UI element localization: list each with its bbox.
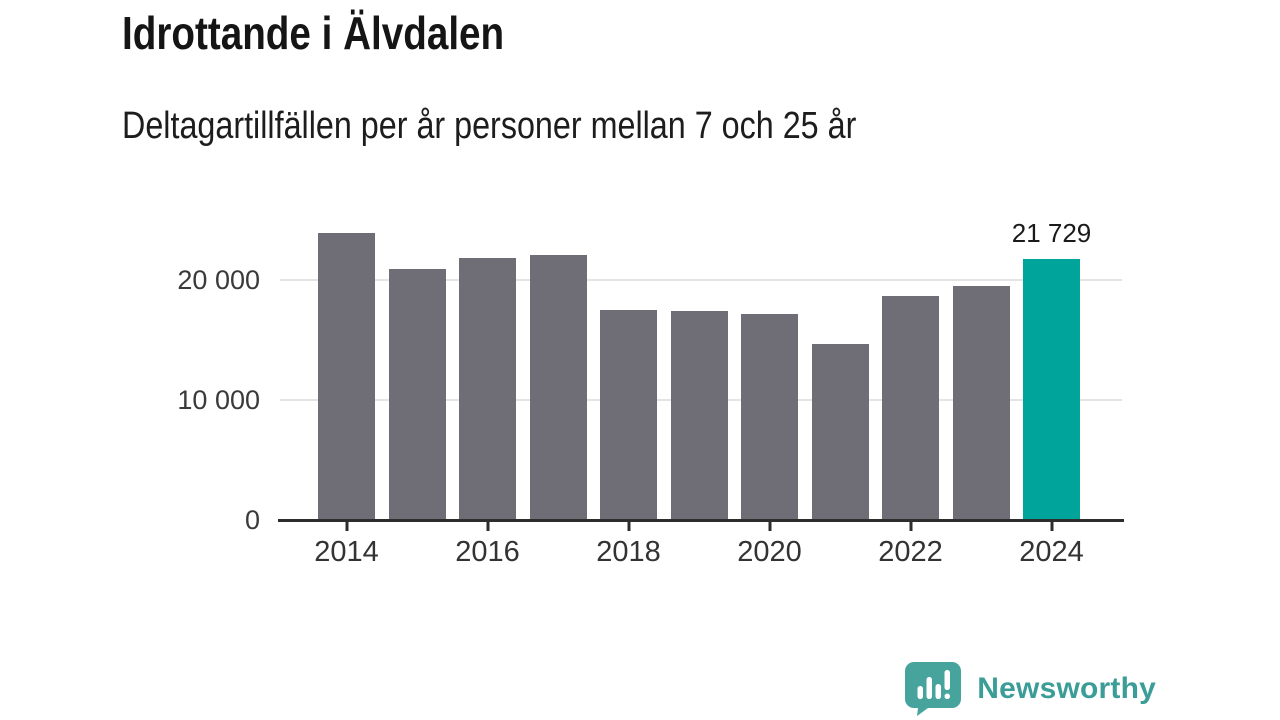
y-tick-label: 0 (244, 505, 260, 535)
bar-2019 (670, 311, 728, 520)
bar-2022 (882, 295, 939, 520)
x-axis-tick (486, 522, 489, 531)
x-tick-label: 2024 (1019, 536, 1084, 568)
bar-2016 (459, 258, 516, 520)
x-tick-label: 2022 (878, 536, 943, 568)
newsworthy-logo-icon (905, 662, 962, 716)
gridline (280, 279, 1122, 281)
x-tick-label: 2020 (737, 536, 802, 568)
x-tick-label: 2014 (314, 536, 379, 568)
bar-2014 (318, 233, 375, 520)
x-axis-tick (909, 522, 912, 531)
bar-2020 (741, 313, 798, 520)
x-axis-tick (627, 522, 630, 531)
bar-2017 (529, 254, 587, 520)
bar-value-label: 21 729 (1011, 218, 1092, 249)
y-tick-label: 10 000 (177, 385, 260, 415)
bar-2021 (811, 343, 869, 520)
x-axis-line (278, 519, 1124, 522)
brand-name: Newsworthy (977, 671, 1156, 705)
bar-2024 (1023, 259, 1080, 520)
brand-footer: Newsworthy (904, 661, 1156, 716)
x-axis-tick (1050, 522, 1053, 531)
y-tick-label: 20 000 (177, 265, 260, 295)
x-tick-label: 2016 (455, 536, 520, 568)
bar-2018 (600, 310, 657, 520)
bar-2023 (952, 286, 1010, 520)
plot-area: 0 10 000 20 000 21 729 2014 2016 2018 2020 2022 2… (177, 200, 1124, 568)
page-title: Idrottande i Älvdalen (122, 7, 505, 59)
chart-subtitle: Deltagartillfällen per år personer mella… (122, 105, 857, 147)
x-axis-tick (768, 522, 771, 531)
bar-2015 (388, 269, 446, 520)
x-tick-label: 2018 (596, 536, 661, 568)
x-axis-tick (345, 522, 348, 531)
